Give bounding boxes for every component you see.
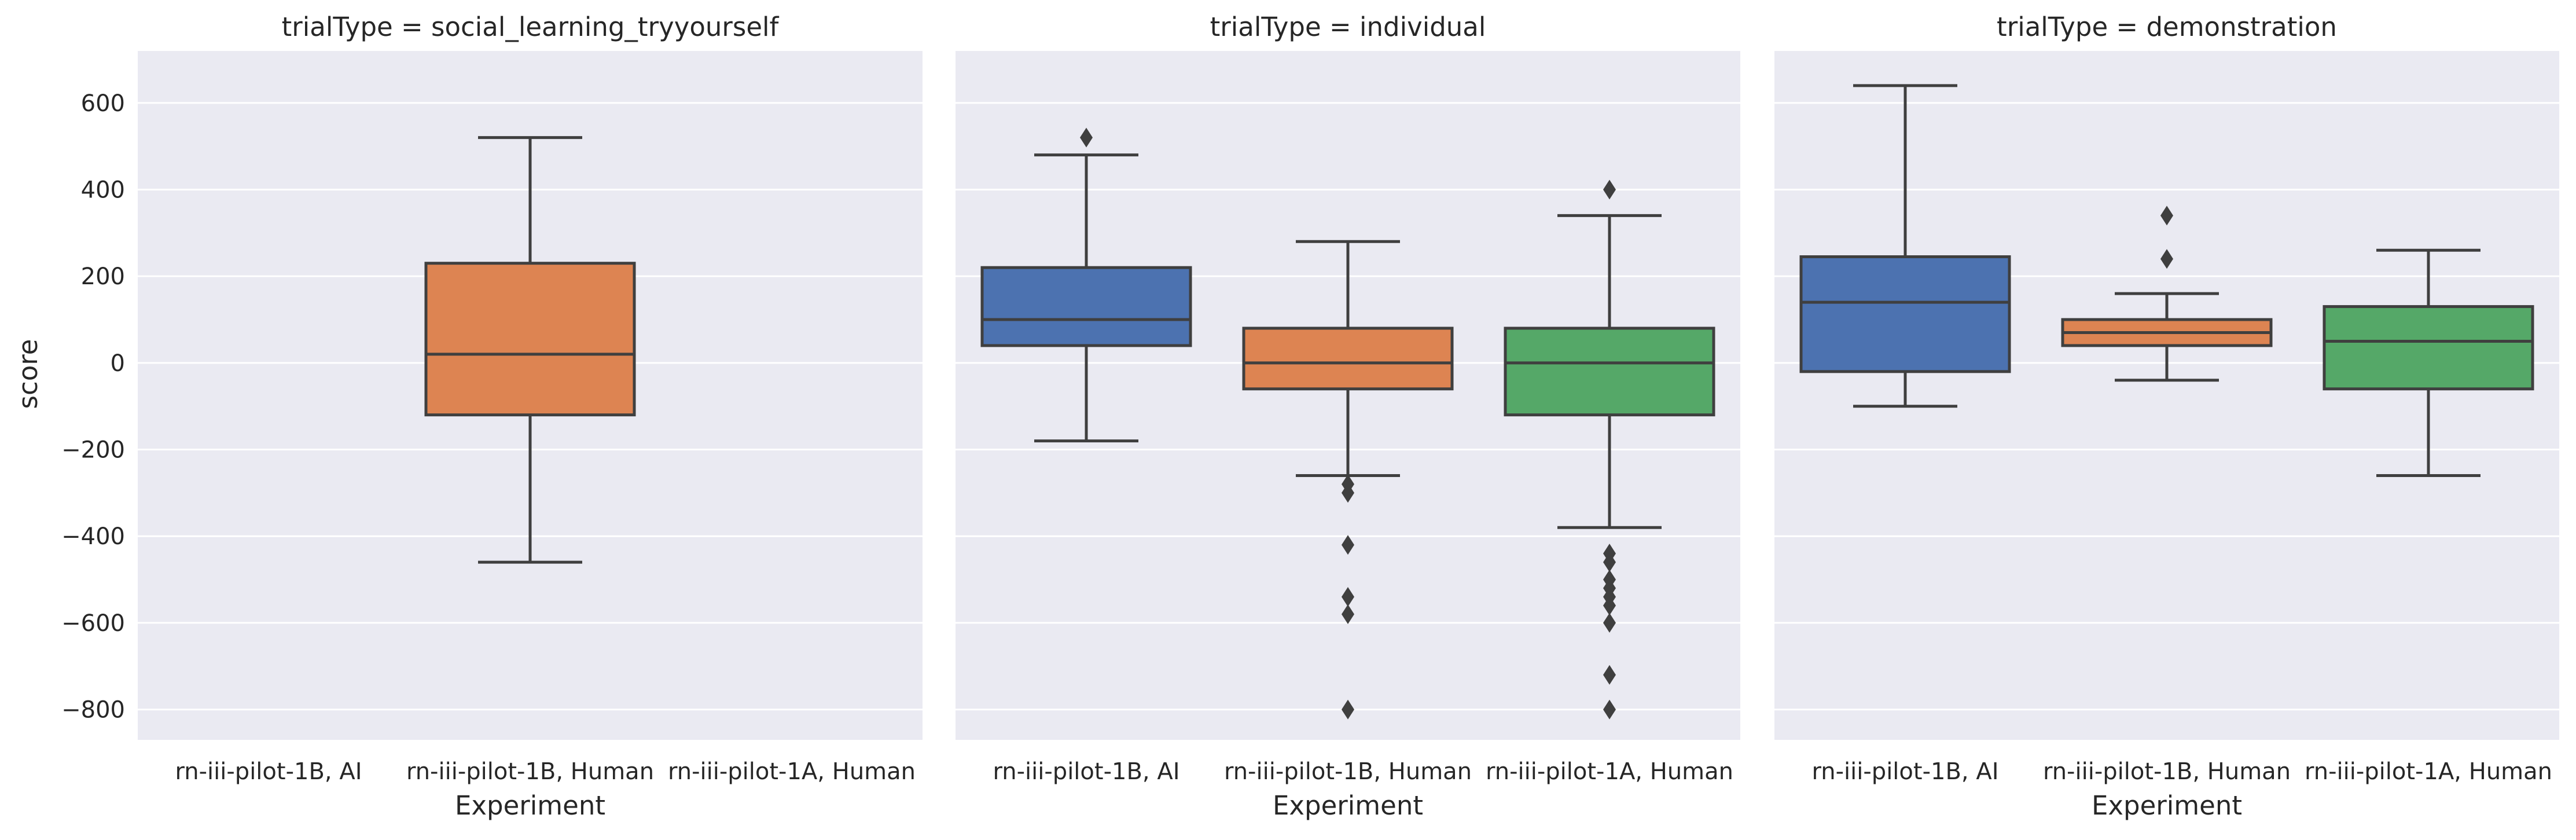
y-tick-label: −400	[61, 523, 125, 550]
y-tick-label: −800	[61, 697, 125, 724]
x-axis-label: Experiment	[2092, 790, 2242, 821]
box-iqr	[1242, 327, 1454, 391]
y-tick-label: −600	[61, 610, 125, 637]
x-tick-label: rn-iii-pilot-1B, AI	[175, 758, 362, 785]
outlier-point	[1603, 665, 1616, 685]
outlier-point	[1342, 483, 1354, 503]
y-axis-label: score	[13, 339, 43, 409]
x-tick-label: rn-iii-pilot-1B, AI	[993, 758, 1180, 785]
box	[2323, 248, 2534, 477]
outlier-point	[1342, 699, 1354, 720]
box	[1242, 240, 1454, 720]
facet-panel: trialType = individual rn-iii-pilot-1B, A…	[956, 12, 1740, 821]
outlier-point	[1080, 127, 1093, 148]
x-tick-label: rn-iii-pilot-1A, Human	[2305, 758, 2552, 785]
outlier-point	[1342, 604, 1354, 624]
y-tick-label: 400	[81, 177, 125, 203]
outlier-point	[1603, 699, 1616, 720]
outlier-point	[1342, 535, 1354, 555]
box	[2061, 206, 2273, 382]
y-tick-label: −200	[61, 437, 125, 464]
box	[1504, 179, 1715, 720]
box-iqr	[1504, 327, 1715, 417]
x-tick-label: rn-iii-pilot-1B, AI	[1812, 758, 1999, 785]
box	[1799, 84, 2011, 408]
outlier-point	[2160, 206, 2173, 226]
box	[424, 136, 636, 564]
x-tick-label: rn-iii-pilot-1B, Human	[406, 758, 654, 785]
outlier-point	[2160, 249, 2173, 269]
y-tick-label: 0	[111, 350, 125, 377]
box-iqr	[1799, 255, 2011, 373]
x-axis-label: Experiment	[455, 790, 605, 821]
outlier-point	[1603, 612, 1616, 633]
x-tick-label: rn-iii-pilot-1A, Human	[668, 758, 916, 785]
panel-title: trialType = social_learning_tryyourself	[282, 12, 780, 42]
panel-background	[1774, 51, 2559, 740]
panel-title: trialType = demonstration	[1997, 12, 2337, 42]
facet-panels: trialType = social_learning_tryyourselfr…	[138, 12, 2559, 821]
facet-panel: trialType = social_learning_tryyourselfr…	[138, 12, 923, 821]
outlier-point	[1603, 595, 1616, 615]
outlier-point	[1603, 179, 1616, 200]
facet-panel: trialType = demonstration rn-iii-pilot-1B…	[1774, 12, 2559, 821]
outlier-point	[1603, 552, 1616, 573]
y-tick-label: 200	[81, 263, 125, 290]
x-tick-label: rn-iii-pilot-1B, Human	[1224, 758, 1472, 785]
outlier-point	[1342, 587, 1354, 607]
box	[980, 127, 1192, 443]
y-axis-ticks: 600 400 200 0 −200 −400 −600 −800	[61, 90, 125, 724]
box-iqr	[2323, 305, 2534, 391]
x-tick-label: rn-iii-pilot-1A, Human	[1486, 758, 1733, 785]
panel-title: trialType = individual	[1210, 12, 1486, 42]
box-iqr	[980, 266, 1192, 347]
box-iqr	[424, 262, 636, 417]
x-axis-label: Experiment	[1273, 790, 1423, 821]
y-tick-label: 600	[81, 90, 125, 117]
x-tick-label: rn-iii-pilot-1B, Human	[2043, 758, 2291, 785]
